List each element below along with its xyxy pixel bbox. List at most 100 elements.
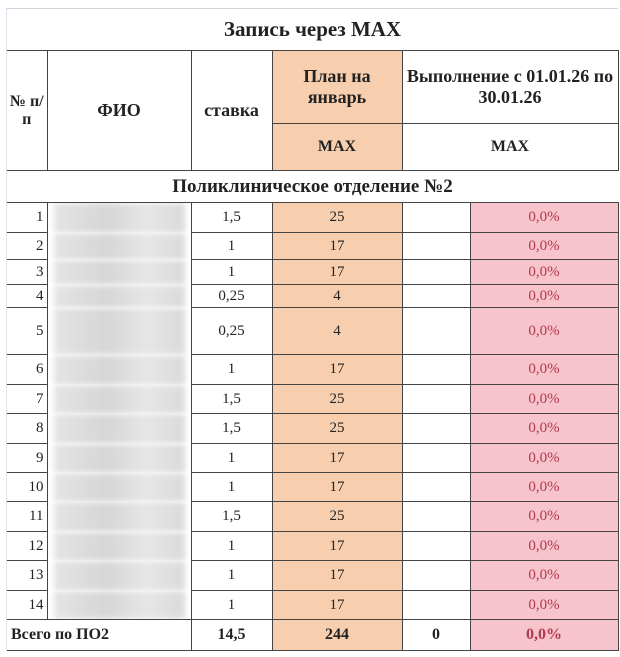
row-rate: 0,25 — [190, 307, 273, 355]
total-row: Всего по ПО2 14,5 244 0 0,0% — [7, 619, 619, 651]
row-plan: 25 — [271, 202, 403, 233]
row-name-redacted — [46, 354, 192, 385]
row-done — [401, 560, 471, 591]
row-percent: 0,0% — [469, 259, 619, 285]
table-row: 14 1 17 0,0% — [7, 590, 619, 620]
row-number: 11 — [7, 501, 48, 532]
row-plan: 17 — [271, 472, 403, 502]
report-table: Запись через MAX № п/п ФИО ставка План н… — [7, 8, 619, 651]
row-name-redacted — [46, 413, 192, 444]
table-title: Запись через MAX — [7, 8, 618, 51]
table-row: 4 0,25 4 0,0% — [7, 284, 619, 308]
row-name-redacted — [46, 284, 192, 308]
row-name-redacted — [46, 472, 192, 502]
row-percent: 0,0% — [469, 354, 619, 385]
row-done — [401, 307, 471, 355]
redacted-name-blur — [53, 531, 185, 561]
table-row: 6 1 17 0,0% — [7, 354, 619, 385]
row-percent: 0,0% — [469, 531, 619, 561]
row-done — [401, 531, 471, 561]
row-plan: 17 — [271, 259, 403, 285]
row-rate: 1,5 — [190, 384, 273, 414]
redacted-name-blur — [53, 472, 185, 502]
table-row: 13 1 17 0,0% — [7, 560, 619, 591]
row-rate: 1 — [190, 472, 273, 502]
row-name-redacted — [46, 590, 192, 620]
table-row: 5 0,25 4 0,0% — [7, 307, 619, 355]
table-row: 11 1,5 25 0,0% — [7, 501, 619, 532]
row-plan: 17 — [271, 590, 403, 620]
row-percent: 0,0% — [469, 307, 619, 355]
report-sheet: Запись через MAX № п/п ФИО ставка План н… — [6, 8, 619, 651]
row-rate: 1,5 — [190, 413, 273, 444]
row-number: 10 — [7, 472, 48, 502]
redacted-name-blur — [53, 203, 185, 233]
total-rate: 14,5 — [190, 619, 273, 651]
redacted-name-blur — [53, 259, 185, 285]
redacted-name-blur — [53, 413, 185, 444]
redacted-name-blur — [53, 232, 185, 260]
row-rate: 1,5 — [190, 501, 273, 532]
total-done: 0 — [401, 619, 471, 651]
row-plan: 25 — [271, 413, 403, 444]
redacted-name-blur — [53, 501, 185, 532]
row-number: 4 — [7, 284, 48, 308]
header-done-max: MAX — [401, 123, 619, 171]
table-row: 10 1 17 0,0% — [7, 472, 619, 502]
row-percent: 0,0% — [469, 560, 619, 591]
header-num: № п/п — [7, 50, 48, 171]
row-plan: 4 — [271, 307, 403, 355]
redacted-name-blur — [53, 307, 185, 355]
redacted-name-blur — [53, 590, 185, 619]
total-label: Всего по ПО2 — [7, 619, 192, 651]
row-plan: 17 — [271, 232, 403, 260]
header-plan-max: MAX — [271, 123, 403, 171]
header-rate: ставка — [190, 50, 273, 171]
row-rate: 1 — [190, 259, 273, 285]
row-done — [401, 259, 471, 285]
total-percent: 0,0% — [469, 619, 619, 651]
row-done — [401, 202, 471, 233]
row-number: 8 — [7, 413, 48, 444]
row-done — [401, 413, 471, 444]
section-title: Поликлиническое отделение №2 — [7, 170, 618, 203]
row-percent: 0,0% — [469, 232, 619, 260]
row-name-redacted — [46, 531, 192, 561]
redacted-name-blur — [53, 284, 185, 308]
row-plan: 17 — [271, 443, 403, 473]
row-percent: 0,0% — [469, 413, 619, 444]
row-rate: 1 — [190, 531, 273, 561]
row-percent: 0,0% — [469, 590, 619, 620]
row-rate: 1 — [190, 443, 273, 473]
redacted-name-blur — [53, 384, 185, 414]
table-row: 2 1 17 0,0% — [7, 232, 619, 260]
row-percent: 0,0% — [469, 384, 619, 414]
row-done — [401, 590, 471, 620]
row-number: 1 — [7, 202, 48, 233]
row-name-redacted — [46, 501, 192, 532]
row-done — [401, 472, 471, 502]
row-percent: 0,0% — [469, 284, 619, 308]
table-row: 1 1,5 25 0,0% — [7, 202, 619, 233]
row-number: 6 — [7, 354, 48, 385]
row-number: 3 — [7, 259, 48, 285]
row-percent: 0,0% — [469, 202, 619, 233]
row-done — [401, 501, 471, 532]
table-row: 7 1,5 25 0,0% — [7, 384, 619, 414]
row-number: 2 — [7, 232, 48, 260]
row-plan: 17 — [271, 560, 403, 591]
header-fio: ФИО — [46, 50, 192, 171]
row-name-redacted — [46, 384, 192, 414]
redacted-name-blur — [53, 443, 185, 473]
row-name-redacted — [46, 443, 192, 473]
row-rate: 0,25 — [190, 284, 273, 308]
total-plan: 244 — [271, 619, 403, 651]
row-number: 7 — [7, 384, 48, 414]
header-done: Выполнение с 01.01.26 по 30.01.26 — [401, 50, 619, 124]
row-done — [401, 443, 471, 473]
row-rate: 1 — [190, 354, 273, 385]
row-plan: 25 — [271, 501, 403, 532]
row-percent: 0,0% — [469, 472, 619, 502]
row-done — [401, 384, 471, 414]
row-name-redacted — [46, 202, 192, 233]
